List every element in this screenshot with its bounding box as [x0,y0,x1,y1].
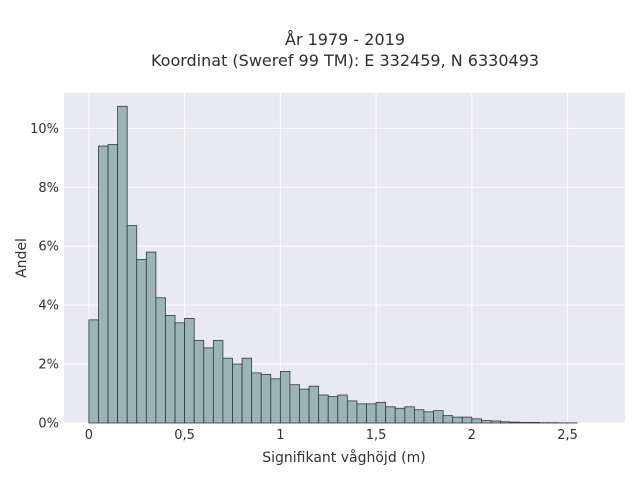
histogram-bar-46 [528,422,540,424]
histogram-bars [88,105,578,424]
histogram-bar-14 [222,357,233,424]
histogram-bar-12 [203,347,214,424]
histogram-bar-27 [346,400,358,424]
histogram-bar-13 [212,340,224,424]
histogram-bar-20 [279,371,291,424]
x-tick-label-1: 0,5 [174,428,195,443]
x-tick-labels: 0 0,5 1 1,5 2 2,5 [85,428,578,443]
histogram-bar-25 [327,396,339,424]
x-tick-label-4: 2 [468,428,476,443]
histogram-bar-9 [174,322,186,424]
histogram-bar-26 [337,394,348,424]
x-tick-label-5: 2,5 [557,428,578,443]
chart-title-line-2: Koordinat (Sweref 99 TM): E 332459, N 63… [151,51,539,70]
histogram-bar-28 [356,403,367,424]
histogram-bar-32 [394,407,406,424]
x-tick-label-3: 1,5 [366,428,387,443]
histogram-bar-30 [375,401,387,424]
histogram-bar-43 [500,421,511,424]
histogram-bar-3 [117,105,128,424]
histogram-bar-41 [480,420,492,424]
x-tick-label-2: 1 [276,428,284,443]
histogram-bar-37 [442,415,454,424]
histogram-bar-2 [107,144,119,424]
y-tick-label-3: 6% [38,240,59,255]
histogram-bar-42 [490,420,501,424]
histogram-bar-38 [452,416,463,424]
y-tick-label-4: 8% [38,181,59,196]
y-tick-label-2: 4% [38,299,59,314]
chart-title-line-1: År 1979 - 2019 [285,30,405,49]
histogram-bar-45 [519,422,530,424]
histogram-bar-44 [509,421,521,424]
histogram-bar-0 [88,319,99,424]
histogram-bar-8 [165,315,176,424]
x-axis-label: Signifikant våghöjd (m) [262,449,425,466]
histogram-bar-18 [260,373,272,424]
histogram-bar-7 [155,297,166,424]
histogram-bar-17 [251,372,262,424]
y-tick-labels: 0% 2% 4% 6% 8% 10% [30,122,59,432]
histogram-bar-34 [413,409,425,424]
histogram-bar-33 [404,406,415,424]
histogram-bar-10 [184,318,195,424]
histogram-bar-40 [471,418,482,424]
y-axis-label: Andel [14,238,30,278]
y-tick-label-5: 10% [30,122,59,137]
histogram-bar-5 [136,259,147,424]
y-tick-label-1: 2% [38,358,59,373]
histogram-bar-11 [193,340,205,424]
histogram-bar-22 [299,388,310,424]
histogram-bar-39 [461,416,473,424]
histogram-bar-23 [308,385,320,424]
histogram-bar-19 [270,378,281,424]
x-tick-label-0: 0 [85,428,93,443]
histogram-bar-21 [289,384,300,424]
histogram-bar-1 [98,145,109,424]
histogram-bar-15 [232,363,243,424]
histogram-bar-31 [385,406,396,424]
histogram-bar-24 [318,394,329,424]
histogram-bar-35 [423,411,434,424]
histogram-bar-36 [433,410,444,424]
histogram-bar-16 [241,357,253,424]
histogram-bar-29 [366,403,377,424]
y-tick-label-0: 0% [38,417,59,432]
histogram-bar-4 [126,225,138,424]
histogram-bar-6 [145,251,157,424]
